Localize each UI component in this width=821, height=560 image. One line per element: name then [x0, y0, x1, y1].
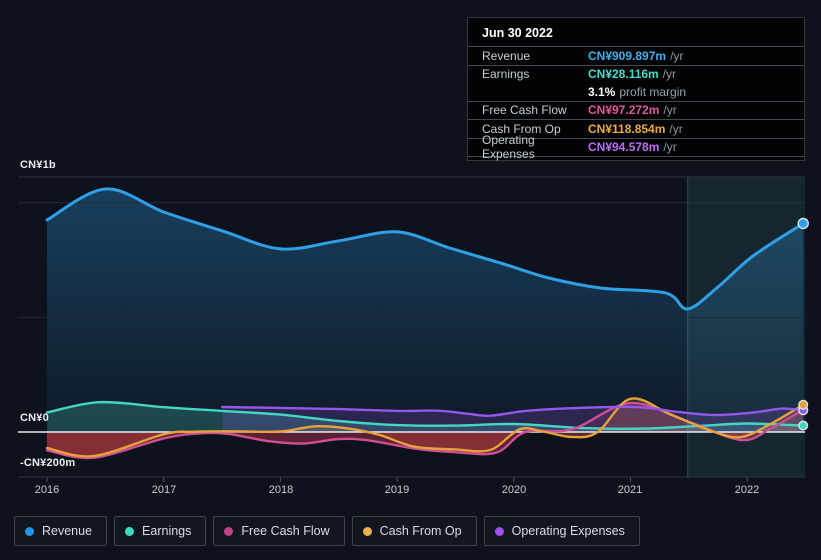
tooltip-row-profit-margin: 3.1% profit margin [468, 83, 804, 102]
revenue-dot-icon [25, 526, 34, 536]
tooltip-unit: /yr [669, 121, 683, 136]
legend-label: Free Cash Flow [241, 524, 330, 538]
y-axis-label-1b: CN¥1b [20, 159, 56, 171]
legend-item-cash-from-op[interactable]: Cash From Op [351, 516, 477, 546]
legend-label: Operating Expenses [511, 524, 625, 538]
earnings-dot-icon [125, 526, 135, 536]
legend-item-operating-expenses[interactable]: Operating Expenses [483, 516, 640, 546]
free-cash-flow-dot-icon [224, 526, 234, 536]
cash-from-op-dot-icon [362, 526, 372, 536]
legend-item-earnings[interactable]: Earnings [114, 516, 207, 546]
tooltip-row-earnings: Earnings CN¥28.116m /yr [468, 66, 804, 84]
operating-expenses-dot-icon [494, 526, 504, 536]
y-axis-label-0: CN¥0 [20, 412, 49, 424]
x-axis-label-2020: 2020 [501, 484, 527, 496]
tooltip-date: Jun 30 2022 [468, 23, 804, 47]
tooltip-unit: /yr [662, 67, 677, 82]
x-axis-label-2022: 2022 [734, 484, 760, 496]
tooltip-label: Revenue [482, 48, 531, 63]
tooltip-row-operating-expenses: Operating Expenses CN¥94.578m /yr [468, 133, 804, 161]
legend-item-revenue[interactable]: Revenue [14, 516, 108, 546]
tooltip-row-free-cash-flow: Free Cash Flow CN¥97.272m /yr [468, 102, 804, 120]
tooltip-value: CN¥28.116m [588, 67, 659, 82]
tooltip-label: Cash From Op [482, 121, 561, 136]
tooltip-panel: Jun 30 2022 Revenue CN¥909.897m /yr Earn… [467, 17, 805, 161]
tooltip-label: Earnings [482, 67, 530, 82]
x-axis-label-2017: 2017 [151, 484, 177, 496]
legend-label: Cash From Op [379, 524, 462, 538]
x-axis-label-2019: 2019 [384, 484, 410, 496]
profit-margin-text: profit margin [619, 84, 687, 99]
tooltip-value: CN¥118.854m [588, 121, 666, 136]
tooltip-unit: /yr [663, 103, 677, 118]
legend-label: Earnings [142, 524, 192, 538]
profit-margin-value: 3.1% [588, 84, 616, 99]
tooltip-unit: /yr [670, 48, 684, 63]
tooltip-value: CN¥94.578m [588, 140, 660, 155]
tooltip-value: CN¥909.897m [588, 48, 667, 63]
tooltip-row-revenue: Revenue CN¥909.897m /yr [468, 47, 804, 66]
chart-legend: Revenue Earnings Free Cash Flow Cash Fro… [14, 516, 640, 546]
tooltip-value: CN¥97.272m [588, 103, 660, 118]
legend-item-free-cash-flow[interactable]: Free Cash Flow [213, 516, 345, 546]
y-axis-label-neg200m: -CN¥200m [20, 457, 76, 469]
x-axis-label-2021: 2021 [617, 484, 643, 496]
tooltip-row-cash-from-op: Cash From Op CN¥118.854m /yr [468, 120, 804, 139]
tooltip-label: Operating Expenses [482, 133, 535, 162]
legend-label: Revenue [42, 524, 93, 538]
tooltip-unit: /yr [663, 140, 677, 155]
tooltip-label: Free Cash Flow [482, 103, 567, 118]
x-axis-label-2018: 2018 [268, 484, 294, 496]
x-axis-label-2016: 2016 [34, 484, 60, 496]
